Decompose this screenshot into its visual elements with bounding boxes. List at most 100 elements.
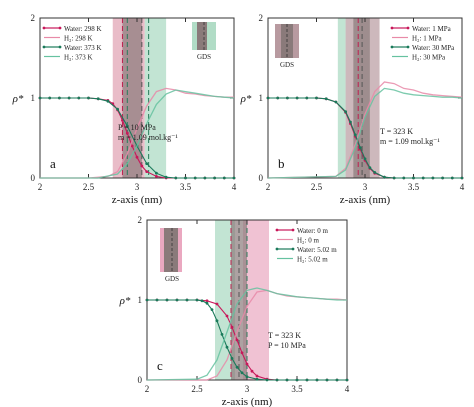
data-point — [412, 176, 415, 180]
data-point — [368, 166, 372, 170]
condition-annotation: m = 1.09 mol.kg⁻¹ — [380, 137, 440, 146]
x-axis-label: z-axis (nm) — [112, 194, 163, 206]
x-tick-label: 4 — [345, 384, 350, 394]
data-point — [232, 176, 236, 180]
legend-entry: Water: 298 K — [64, 25, 102, 33]
data-point — [392, 176, 396, 180]
y-tick-label: 2 — [31, 13, 36, 23]
data-point — [230, 325, 234, 329]
y-axis-label: ρ* — [12, 93, 24, 105]
data-point — [305, 96, 309, 100]
series-line — [147, 299, 347, 381]
data-point — [441, 176, 444, 180]
data-point — [210, 308, 214, 311]
data-point — [305, 378, 309, 382]
condition-annotation: P = 10 MPa — [268, 341, 306, 350]
data-point — [325, 378, 329, 382]
series-line — [267, 87, 463, 179]
data-point — [215, 302, 219, 306]
x-tick-label: 3 — [135, 182, 140, 192]
gds-inset-band — [197, 22, 207, 50]
data-point — [155, 171, 158, 175]
data-point — [353, 133, 357, 137]
data-point — [335, 378, 339, 382]
data-point — [240, 371, 244, 375]
data-point — [349, 120, 352, 124]
gds-label: GDS — [197, 53, 211, 61]
chart-panel-c: 2 2.5 3 3.5 4 0 1 2 z-axis (nm) ρ* Water: 0 mH₂: 0… — [119, 215, 350, 407]
data-point — [324, 97, 328, 101]
data-point — [383, 175, 386, 179]
panel-label: b — [278, 156, 285, 171]
data-point — [213, 176, 217, 180]
gds-label: GDS — [165, 275, 179, 283]
data-point — [185, 298, 189, 302]
x-tick-label: 2 — [145, 384, 150, 394]
condition-annotation: P = 10 MPa — [118, 123, 156, 132]
data-point — [205, 301, 209, 305]
legend-entry: Water: 5.02 m — [297, 246, 337, 254]
data-point — [145, 162, 149, 166]
legend-marker — [275, 228, 279, 232]
data-point — [276, 96, 280, 100]
data-point — [402, 176, 406, 180]
data-point — [155, 298, 159, 302]
data-point — [87, 96, 90, 100]
data-point — [215, 319, 219, 323]
data-point — [164, 175, 168, 179]
y-tick-label: 0 — [138, 375, 143, 385]
x-tick-label: 4 — [232, 182, 237, 192]
data-point — [295, 378, 299, 382]
data-point — [240, 351, 244, 355]
series-line — [268, 97, 462, 179]
y-tick-label: 1 — [138, 295, 143, 305]
data-point — [106, 99, 110, 103]
data-point — [67, 96, 71, 100]
condition-annotation: m = 1.09 mol.kg⁻¹ — [118, 133, 178, 142]
legend-marker — [42, 26, 46, 30]
x-tick-label: 3 — [363, 182, 368, 192]
data-point — [140, 164, 144, 168]
y-tick-label: 0 — [259, 173, 264, 183]
legend-entry: Water: 1 MPa — [412, 25, 452, 33]
data-point — [358, 146, 362, 150]
x-tick-label: 3.5 — [291, 384, 303, 394]
data-point — [255, 374, 259, 378]
y-axis-label: ρ* — [240, 93, 252, 105]
data-point — [116, 107, 119, 111]
x-axis-label: z-axis (nm) — [340, 194, 391, 206]
data-point — [255, 377, 259, 381]
gds-band — [144, 18, 167, 178]
data-point — [363, 157, 367, 161]
data-point — [275, 378, 279, 382]
data-point — [345, 378, 349, 382]
data-point — [184, 176, 187, 180]
legend-marker — [58, 26, 62, 30]
gds-band — [337, 18, 346, 178]
x-tick-label: 2.5 — [311, 182, 323, 192]
data-point — [125, 131, 129, 135]
data-point — [125, 124, 129, 128]
data-point — [155, 175, 158, 178]
x-tick-label: 2.5 — [83, 182, 95, 192]
data-point — [225, 314, 229, 318]
y-tick-label: 1 — [31, 93, 36, 103]
data-point — [315, 96, 318, 100]
x-tick-label: 2 — [266, 182, 271, 192]
condition-annotation: T = 323 K — [380, 127, 413, 136]
legend-entry: H₂: 0 m — [297, 236, 319, 244]
panel-label: a — [50, 156, 56, 171]
data-point — [200, 299, 204, 303]
series-line — [40, 89, 235, 179]
data-point — [235, 338, 239, 342]
data-point — [48, 96, 52, 100]
data-point — [96, 97, 100, 101]
data-point — [295, 96, 299, 100]
legend-marker — [291, 228, 295, 232]
data-point — [245, 362, 249, 366]
data-point — [334, 100, 338, 104]
data-point — [230, 357, 234, 360]
data-point — [285, 378, 289, 382]
data-point — [235, 365, 239, 369]
